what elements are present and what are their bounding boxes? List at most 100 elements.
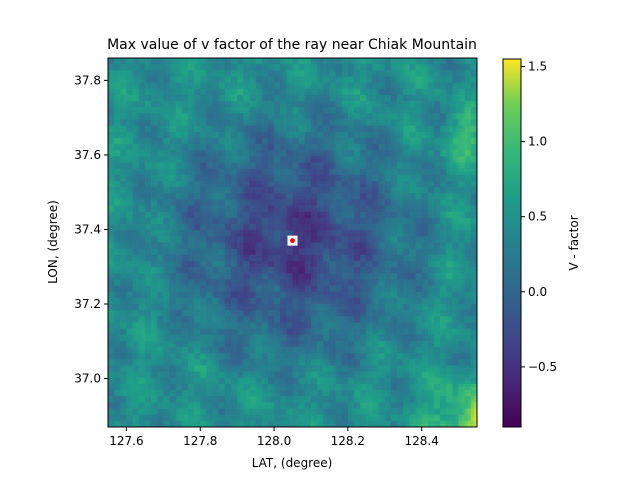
heatmap-cell — [163, 67, 167, 71]
heatmap-cell — [363, 134, 367, 139]
heatmap-cell — [314, 162, 318, 166]
heatmap-cell — [430, 116, 435, 120]
heatmap-cell — [473, 61, 477, 65]
heatmap-cell — [427, 70, 432, 74]
heatmap-cell — [360, 156, 364, 160]
heatmap-cell — [406, 113, 410, 117]
heatmap-cell — [387, 177, 392, 182]
heatmap-cell — [252, 107, 256, 111]
heatmap-cell — [304, 70, 309, 74]
heatmap-cell — [141, 177, 146, 182]
heatmap-cell — [412, 73, 416, 77]
heatmap-cell — [138, 67, 143, 71]
heatmap-cell — [141, 82, 146, 87]
heatmap-cell — [400, 174, 404, 179]
heatmap-cell — [249, 88, 253, 93]
heatmap-cell — [461, 79, 466, 83]
heatmap-cell — [203, 144, 207, 148]
heatmap-cell — [160, 156, 164, 160]
heatmap-cell — [446, 88, 450, 93]
heatmap-cell — [224, 184, 229, 188]
heatmap-cell — [243, 70, 247, 74]
heatmap-cell — [473, 79, 477, 83]
heatmap-cell — [360, 110, 364, 114]
heatmap-cell — [206, 116, 210, 120]
heatmap-cell — [243, 168, 247, 173]
heatmap-cell — [427, 144, 432, 148]
heatmap-cell — [258, 137, 263, 142]
heatmap-cell — [261, 97, 266, 102]
heatmap-cell — [163, 184, 167, 188]
heatmap-cell — [270, 88, 275, 93]
heatmap-cell — [169, 153, 173, 157]
heatmap-cell — [301, 174, 306, 179]
heatmap-cell — [212, 88, 216, 93]
heatmap-cell — [424, 58, 429, 62]
heatmap-cell — [412, 181, 416, 185]
heatmap-cell — [418, 67, 423, 71]
heatmap-cell — [231, 162, 235, 166]
heatmap-cell — [258, 122, 263, 127]
heatmap-cell — [166, 104, 170, 108]
heatmap-cell — [191, 64, 195, 68]
heatmap-cell — [108, 73, 112, 77]
heatmap-cell — [446, 159, 450, 163]
heatmap-cell — [452, 168, 456, 173]
heatmap-cell — [151, 85, 155, 90]
heatmap-cell — [252, 64, 256, 68]
heatmap-cell — [200, 73, 204, 77]
heatmap-cell — [427, 58, 432, 62]
heatmap-cell — [409, 153, 413, 157]
heatmap-cell — [277, 116, 281, 120]
heatmap-cell — [440, 82, 444, 87]
heatmap-cell — [406, 101, 410, 105]
heatmap-cell — [470, 116, 475, 120]
heatmap-cell — [141, 159, 146, 163]
heatmap-cell — [270, 171, 275, 176]
heatmap-cell — [357, 94, 361, 99]
heatmap-cell — [329, 82, 333, 87]
heatmap-cell — [270, 141, 275, 145]
heatmap-cell — [117, 70, 121, 74]
heatmap-cell — [403, 150, 407, 154]
heatmap-cell — [452, 79, 456, 83]
heatmap-cell — [129, 73, 133, 77]
heatmap-cell — [157, 113, 161, 117]
heatmap-cell — [452, 113, 456, 117]
heatmap-cell — [329, 73, 333, 77]
heatmap-cell — [409, 85, 413, 90]
heatmap-cell — [446, 76, 450, 80]
heatmap-cell — [467, 97, 472, 102]
heatmap-cell — [187, 171, 192, 176]
heatmap-cell — [194, 58, 198, 62]
heatmap-cell — [427, 147, 432, 151]
heatmap-cell — [301, 134, 306, 139]
heatmap-cell — [341, 58, 346, 62]
heatmap-cell — [123, 88, 127, 93]
heatmap-cell — [424, 61, 429, 65]
heatmap-cell — [400, 144, 404, 148]
heatmap-cell — [286, 70, 290, 74]
heatmap-cell — [264, 61, 269, 65]
heatmap-cell — [267, 137, 272, 142]
heatmap-cell — [369, 82, 373, 87]
heatmap-cell — [467, 91, 472, 96]
heatmap-cell — [154, 137, 158, 142]
heatmap-cell — [292, 165, 296, 170]
heatmap-cell — [191, 141, 195, 145]
heatmap-cell — [126, 184, 130, 188]
heatmap-cell — [369, 156, 373, 160]
heatmap-cell — [418, 153, 423, 157]
heatmap-cell — [314, 128, 318, 133]
heatmap-cell — [261, 171, 266, 176]
heatmap-cell — [292, 181, 296, 185]
heatmap-cell — [255, 82, 260, 87]
heatmap-cell — [446, 162, 450, 166]
heatmap-cell — [175, 156, 180, 160]
heatmap-cell — [215, 144, 220, 148]
heatmap-cell — [144, 73, 149, 77]
heatmap-cell — [203, 61, 207, 65]
heatmap-cell — [473, 101, 477, 105]
heatmap-cell — [310, 177, 315, 182]
heatmap-cell — [437, 137, 441, 142]
